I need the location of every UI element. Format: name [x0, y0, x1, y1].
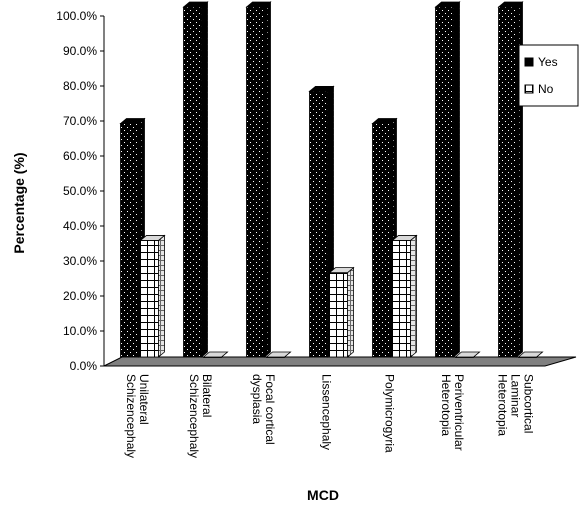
x-category-label: Focal corticaldysplasia: [250, 374, 277, 445]
legend-label-no: No: [538, 82, 554, 96]
bar-front: [183, 6, 202, 358]
bar-front: [120, 123, 139, 358]
bar-top: [391, 235, 418, 241]
y-tick-label: 10.0%: [63, 324, 97, 338]
bar-front: [140, 240, 159, 358]
y-tick-label: 40.0%: [63, 219, 97, 233]
category-labels: UnilateralSchizencephaly BilateralSchizen…: [124, 374, 536, 458]
x-category-label: Lissencephaly: [320, 374, 334, 450]
bar-yes-2: [245, 1, 272, 358]
y-tick-label: 70.0%: [63, 114, 97, 128]
bar-no-3: [328, 266, 355, 358]
bar-no-6: [517, 351, 544, 358]
x-category-label: SubcorticalLaminarHeterotopia: [496, 374, 536, 436]
bar-yes-1: [182, 1, 209, 358]
y-axis-ticks: 0.0% 10.0% 20.0% 30.0% 40.0% 50.0% 60.0% 70.0% 8…: [56, 9, 104, 373]
bar-top: [371, 118, 398, 124]
legend: Yes No: [518, 44, 579, 107]
bar-yes-6: [497, 1, 524, 358]
bar-top: [308, 85, 335, 92]
bar-top: [434, 1, 461, 8]
bar-top: [202, 351, 229, 358]
bar-top: [182, 1, 209, 8]
bar-side: [158, 234, 165, 358]
y-tick-label: 20.0%: [63, 289, 97, 303]
legend-box: [518, 44, 579, 107]
bar-top: [265, 351, 292, 358]
bar-top: [245, 1, 272, 8]
bar-side: [201, 1, 208, 358]
bar-top: [119, 118, 146, 124]
bar-side: [410, 234, 417, 358]
legend-swatch-yes: [524, 57, 534, 67]
legend-swatch-no: [524, 84, 534, 94]
bar-top: [139, 235, 166, 241]
y-axis-title: Percentage (%): [11, 152, 27, 253]
bar-side: [347, 266, 354, 358]
y-tick-label: 100.0%: [56, 9, 97, 23]
x-category-label: PeriventricularHeterotopia: [439, 374, 466, 451]
x-category-label: BilateralSchizencephaly: [187, 374, 214, 458]
x-category-label: Polymicrogyria: [383, 374, 397, 453]
y-tick-label: 90.0%: [63, 44, 97, 58]
bar-top: [517, 351, 544, 358]
bar-yes-5: [434, 1, 461, 358]
bar-no-0: [139, 234, 166, 358]
y-tick-label: 80.0%: [63, 79, 97, 93]
bar-top: [328, 267, 355, 274]
legend-label-yes: Yes: [538, 55, 558, 69]
bar-top: [497, 1, 524, 8]
bar-front: [372, 123, 391, 358]
y-tick-label: 30.0%: [63, 254, 97, 268]
bar-no-5: [454, 351, 481, 358]
x-axis-title: MCD: [307, 487, 339, 503]
y-tick-label: 60.0%: [63, 149, 97, 163]
chart-floor: [103, 356, 577, 367]
bar-front: [498, 6, 517, 358]
y-tick-label: 50.0%: [63, 184, 97, 198]
bar-top: [454, 351, 481, 358]
bar-no-4: [391, 234, 418, 358]
bar-no-1: [202, 351, 229, 358]
bar-front: [309, 90, 328, 358]
y-tick-label: 0.0%: [70, 359, 98, 373]
x-category-label: UnilateralSchizencephaly: [124, 374, 151, 458]
bar-front: [329, 272, 348, 358]
bar-front: [246, 6, 265, 358]
bars-group: [119, 1, 544, 358]
bar-front: [392, 240, 411, 358]
bar-yes-0: [119, 117, 146, 358]
bar-side: [264, 1, 271, 358]
bar-side: [453, 1, 460, 358]
bar-front: [435, 6, 454, 358]
bar-no-2: [265, 351, 292, 358]
